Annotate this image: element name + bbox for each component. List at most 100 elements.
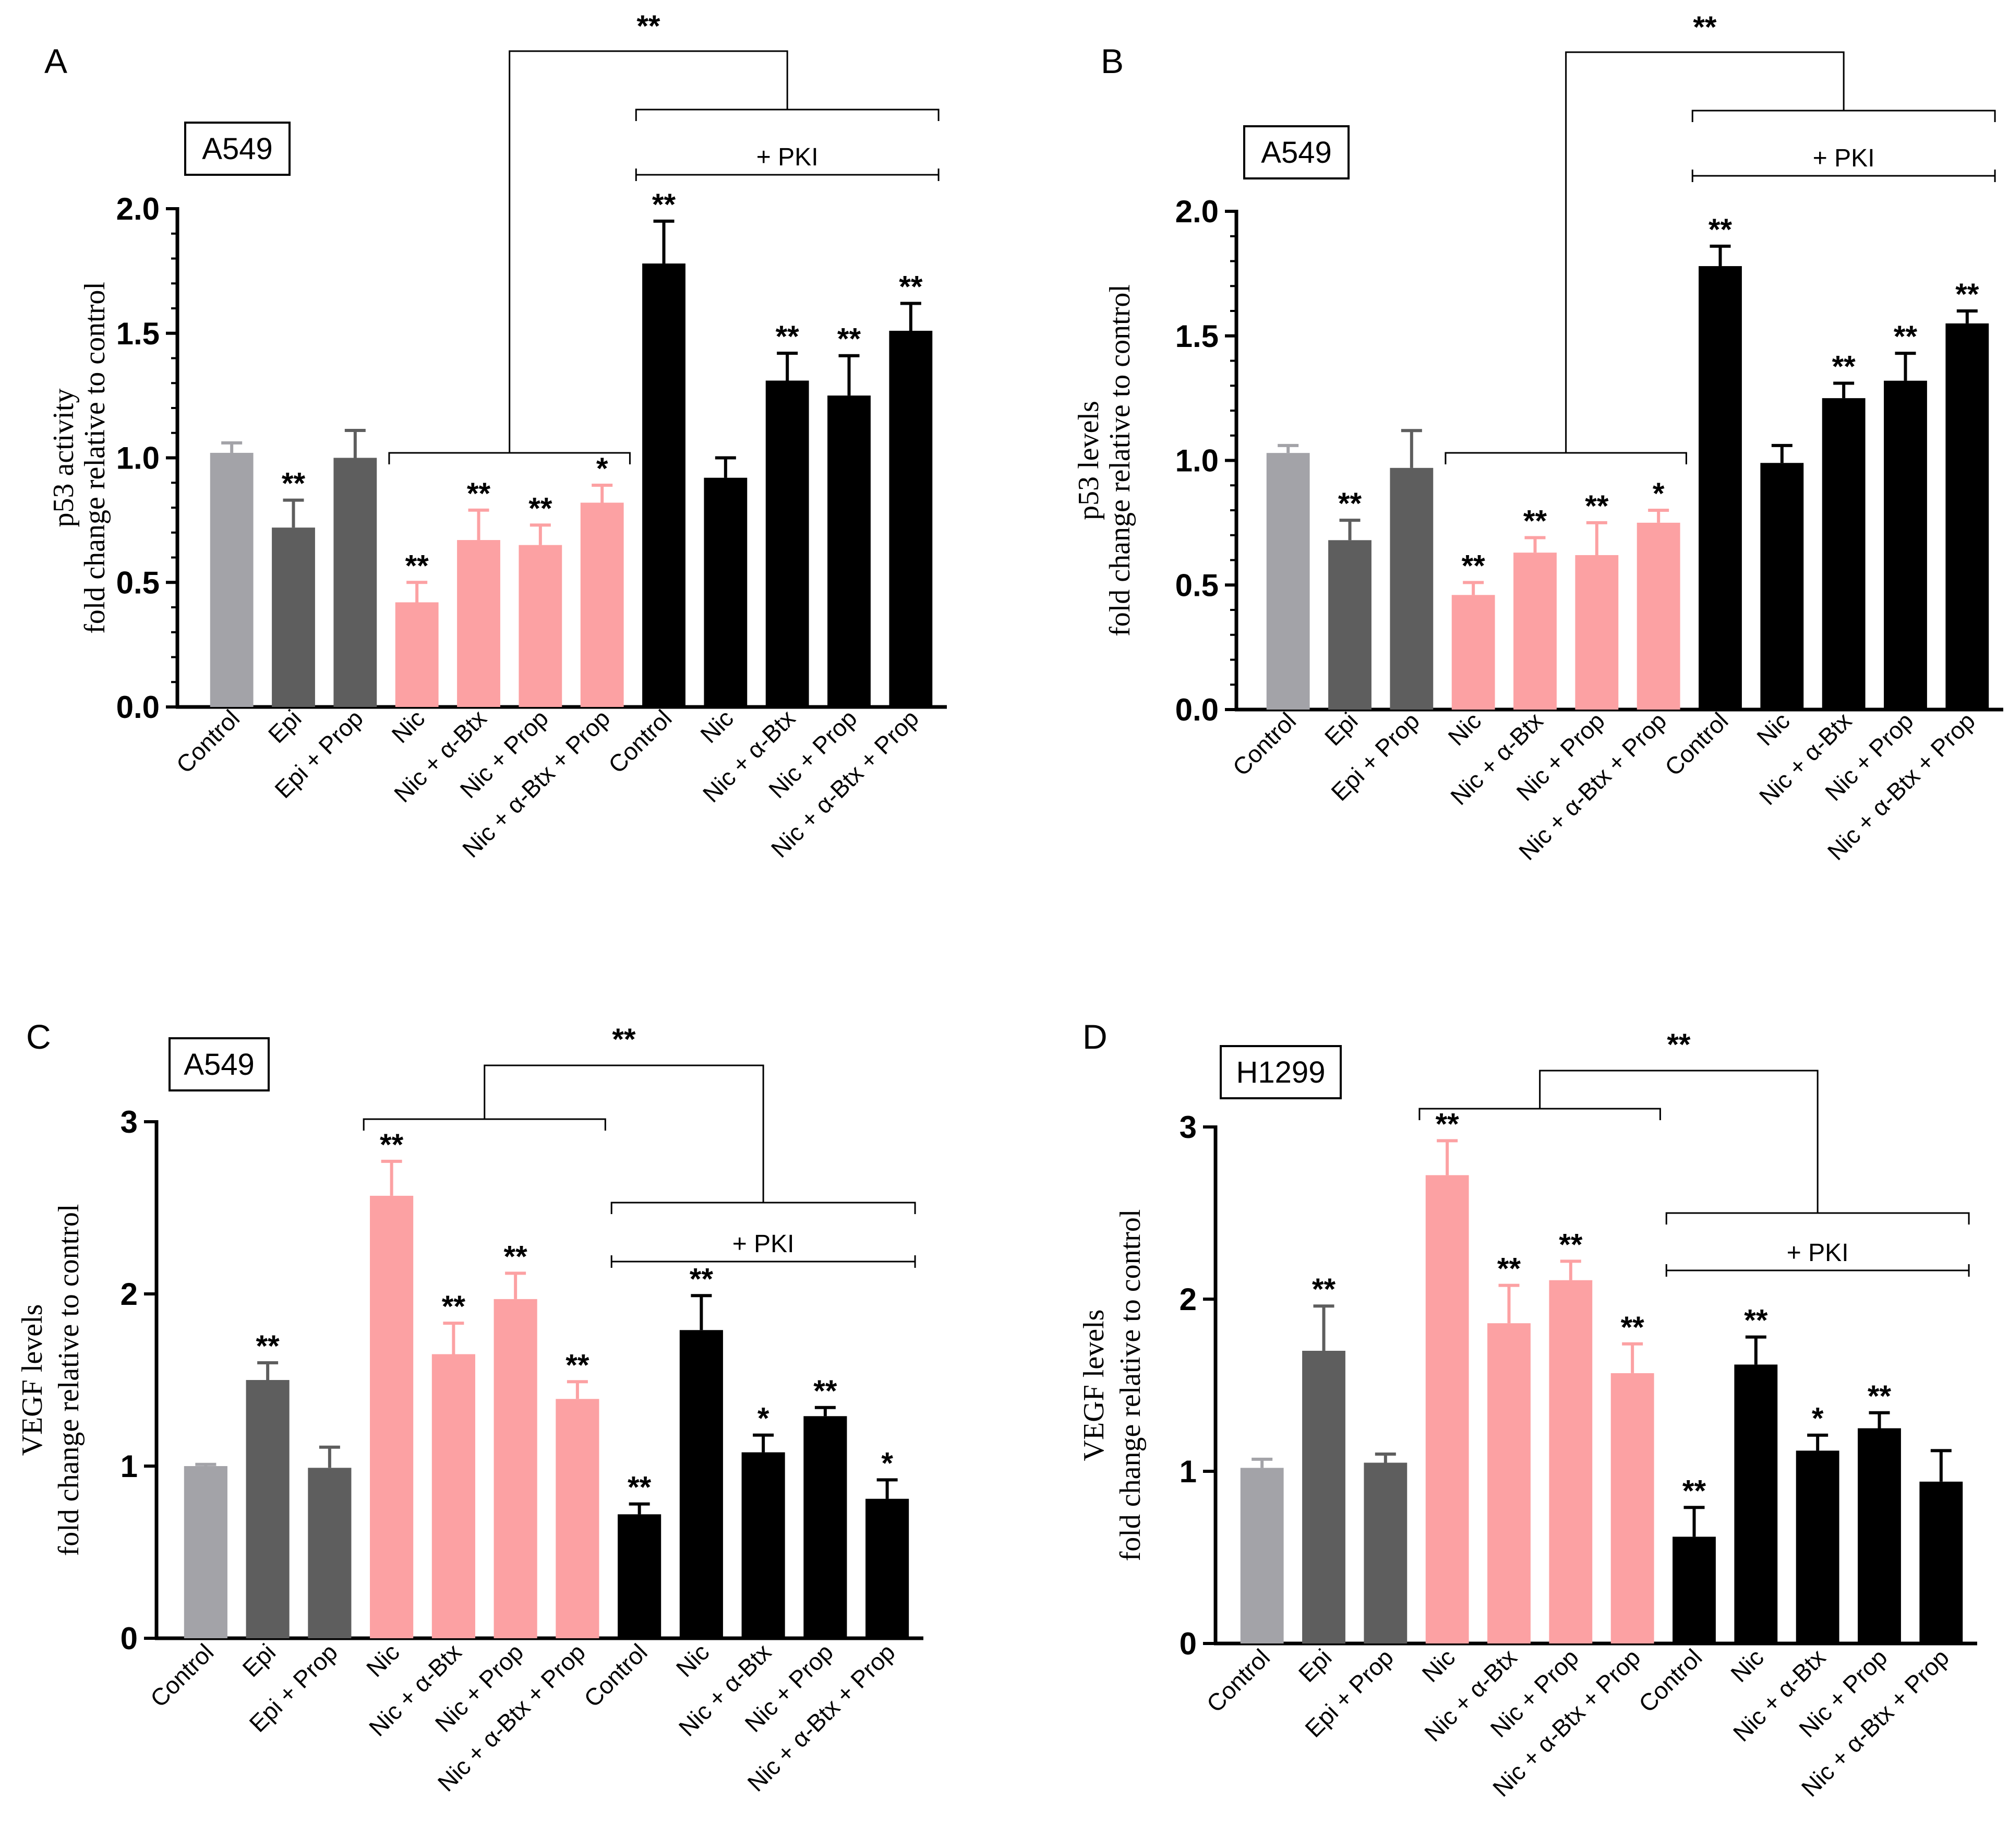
x-tick-label: Control (579, 1638, 653, 1712)
bar (1549, 1280, 1593, 1643)
y-tick-label: 2 (1180, 1282, 1197, 1317)
bar (1760, 463, 1804, 710)
pki-range-line (635, 169, 940, 181)
cell-line-box (1243, 125, 1350, 179)
x-tick-label: Epi (1293, 1643, 1337, 1687)
significance-marker: * (757, 1402, 769, 1436)
bar (765, 380, 809, 707)
y-tick-label: 0.5 (1175, 568, 1219, 603)
group-bracket-pki (610, 1202, 916, 1214)
bar (210, 452, 254, 707)
bar (827, 395, 871, 707)
cell-line-box (184, 122, 291, 176)
x-tick-label: Control (1228, 707, 1302, 781)
significance-marker: ** (652, 188, 676, 222)
significance-marker: ** (899, 270, 923, 304)
bar (1240, 1468, 1284, 1643)
bar (865, 1498, 909, 1638)
significance-marker: ** (776, 320, 800, 354)
bar (1734, 1364, 1778, 1643)
cell-line-label: A549 (1261, 136, 1331, 170)
comparison-bracket (1565, 51, 1845, 453)
group-bracket-nic (388, 452, 631, 464)
bar (704, 477, 748, 707)
bar (1610, 1373, 1654, 1643)
bar (1266, 453, 1310, 710)
y-axis-label: fold change relative to control (1114, 1209, 1147, 1562)
x-tick-label: Nic (695, 704, 739, 748)
significance-marker: ** (442, 1290, 466, 1324)
y-tick-label: 1 (1180, 1454, 1197, 1489)
significance-marker: ** (467, 477, 491, 511)
cell-line-box (169, 1037, 270, 1091)
x-tick-label: Control (145, 1638, 219, 1712)
x-tick-label: Nic (1416, 1643, 1460, 1687)
bar (1364, 1462, 1407, 1643)
cell-line-label: H1299 (1236, 1055, 1326, 1089)
bar (642, 263, 685, 707)
bar (1451, 595, 1495, 710)
x-tick-label: Control (171, 704, 245, 778)
bar (1858, 1428, 1901, 1643)
significance-marker: ** (1682, 1474, 1706, 1508)
significance-marker: ** (1868, 1379, 1892, 1413)
group-bracket-pki (1691, 110, 1996, 122)
comparison-bracket (484, 1064, 764, 1203)
y-axis-label: p53 levels (1073, 401, 1105, 520)
y-tick-label: 1.0 (1175, 443, 1219, 478)
pki-label: + PKI (756, 143, 819, 171)
y-tick-label: 1.0 (116, 441, 160, 476)
significance-marker: ** (566, 1348, 590, 1382)
bar (556, 1399, 599, 1638)
bar (1390, 467, 1434, 710)
x-tick-label: Nic (1725, 1643, 1769, 1687)
bar (1822, 398, 1866, 710)
panel-letter: D (1082, 1017, 1108, 1056)
comparison-significance: ** (612, 1023, 636, 1057)
significance-marker: ** (1497, 1252, 1521, 1286)
comparison-significance: ** (636, 9, 660, 43)
significance-marker: ** (1621, 1311, 1645, 1345)
panel-letter: B (1101, 42, 1124, 80)
y-axis-label: fold change relative to control (79, 282, 111, 634)
bar (457, 540, 500, 707)
pki-range-line (610, 1255, 916, 1268)
y-tick-label: 3 (121, 1105, 138, 1139)
x-tick-label: Control (603, 704, 677, 778)
pki-label: + PKI (1813, 145, 1875, 172)
y-tick-label: 0.0 (116, 690, 160, 725)
y-axis-label: fold change relative to control (53, 1204, 85, 1556)
significance-marker: ** (1462, 549, 1486, 583)
group-bracket-pki (635, 109, 940, 121)
significance-marker: ** (282, 467, 306, 501)
significance-marker: ** (1709, 213, 1733, 247)
bar (1637, 522, 1680, 710)
significance-marker: ** (1338, 487, 1362, 521)
significance-marker: ** (1559, 1228, 1583, 1262)
panel-c: C A549 0 1 2 3 VEGF levels fold change relative… (16, 1017, 923, 1797)
bar (246, 1380, 290, 1638)
y-tick-label: 0 (1180, 1626, 1197, 1661)
y-tick-label: 0.0 (1175, 692, 1219, 727)
bar (1575, 555, 1619, 710)
significance-marker: * (881, 1446, 893, 1480)
y-axis-label: p53 activity (47, 389, 80, 527)
bar (1796, 1450, 1839, 1643)
x-tick-label: Nic (361, 1638, 405, 1682)
x-tick-label: Epi (237, 1638, 281, 1682)
group-bracket-pki (1665, 1212, 1970, 1225)
x-tick-label: Control (1201, 1643, 1276, 1718)
bar (889, 330, 933, 707)
bar (1699, 266, 1742, 710)
x-tick-label: Control (1659, 707, 1734, 781)
y-axis-label: VEGF levels (16, 1304, 49, 1456)
significance-marker: ** (628, 1471, 652, 1505)
bar (1302, 1351, 1345, 1643)
significance-marker: ** (504, 1240, 528, 1274)
x-tick-label: Nic (671, 1638, 715, 1682)
significance-marker: ** (256, 1329, 280, 1363)
significance-marker: ** (1312, 1273, 1336, 1306)
significance-marker: ** (1585, 489, 1609, 523)
